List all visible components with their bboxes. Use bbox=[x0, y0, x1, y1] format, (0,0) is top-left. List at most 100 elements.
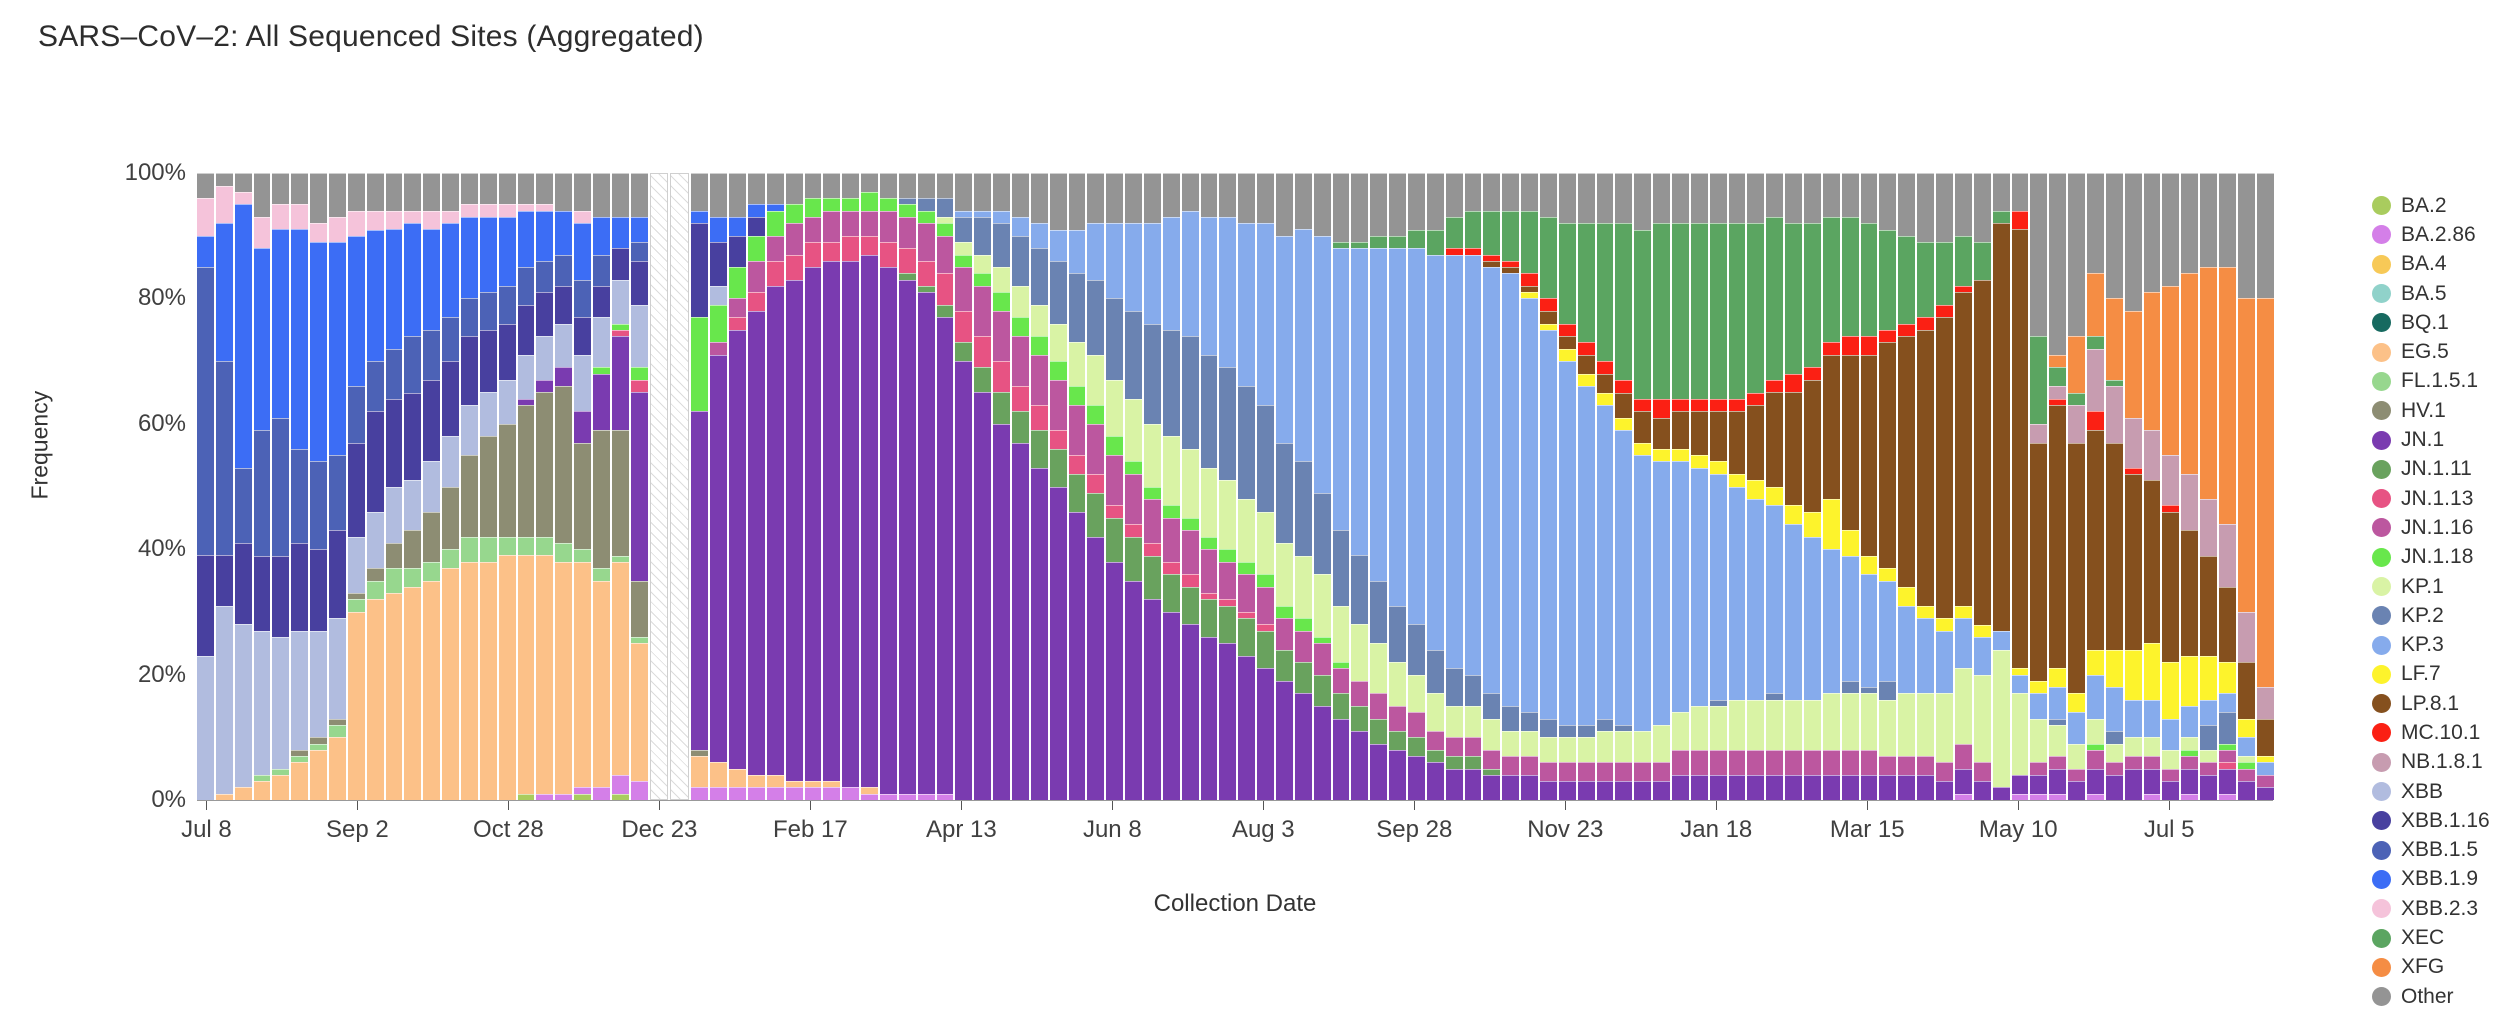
bar-segment[interactable] bbox=[479, 329, 497, 393]
bar-segment[interactable] bbox=[1672, 411, 1689, 449]
bar-segment[interactable] bbox=[1747, 699, 1765, 750]
bar-segment[interactable] bbox=[804, 173, 822, 199]
stacked-bar[interactable] bbox=[1709, 173, 1727, 800]
bar-segment[interactable] bbox=[329, 530, 346, 619]
bar-segment[interactable] bbox=[1370, 718, 1388, 744]
bar-segment[interactable] bbox=[936, 223, 954, 236]
bar-segment[interactable] bbox=[2105, 386, 2123, 443]
bar-segment[interactable] bbox=[1917, 317, 1935, 330]
bar-segment[interactable] bbox=[1125, 311, 1142, 399]
stacked-bar[interactable] bbox=[955, 173, 973, 800]
bar-segment[interactable] bbox=[1125, 461, 1142, 474]
stacked-bar[interactable] bbox=[1785, 173, 1803, 800]
bar-segment[interactable] bbox=[1181, 517, 1199, 531]
bar-segment[interactable] bbox=[1389, 749, 1406, 800]
stacked-bar[interactable] bbox=[423, 173, 441, 800]
bar-segment[interactable] bbox=[955, 267, 973, 311]
bar-segment[interactable] bbox=[842, 235, 860, 261]
bar-segment[interactable] bbox=[1332, 662, 1350, 669]
bar-segment[interactable] bbox=[2181, 474, 2199, 531]
bar-segment[interactable] bbox=[766, 204, 784, 211]
bar-segment[interactable] bbox=[1521, 774, 1539, 800]
bar-segment[interactable] bbox=[898, 204, 916, 217]
bar-segment[interactable] bbox=[2011, 693, 2029, 775]
bar-segment[interactable] bbox=[1351, 173, 1369, 242]
bar-segment[interactable] bbox=[1879, 680, 1897, 700]
bar-segment[interactable] bbox=[2068, 693, 2085, 713]
bar-segment[interactable] bbox=[197, 235, 214, 268]
bar-segment[interactable] bbox=[555, 210, 573, 255]
bar-segment[interactable] bbox=[1200, 599, 1218, 637]
stacked-bar[interactable] bbox=[234, 173, 252, 800]
bar-segment[interactable] bbox=[1558, 724, 1576, 738]
bar-segment[interactable] bbox=[710, 216, 728, 243]
bar-segment[interactable] bbox=[611, 323, 629, 330]
bar-segment[interactable] bbox=[691, 756, 709, 788]
bar-segment[interactable] bbox=[2086, 348, 2104, 412]
bar-segment[interactable] bbox=[1973, 781, 1991, 800]
bar-segment[interactable] bbox=[1709, 473, 1727, 700]
bar-segment[interactable] bbox=[215, 555, 233, 606]
bar-segment[interactable] bbox=[253, 173, 271, 217]
bar-segment[interactable] bbox=[1257, 574, 1274, 587]
bar-segment[interactable] bbox=[1030, 336, 1048, 355]
bar-segment[interactable] bbox=[385, 486, 403, 543]
bar-segment[interactable] bbox=[1728, 173, 1746, 224]
bar-segment[interactable] bbox=[517, 536, 535, 556]
bar-segment[interactable] bbox=[291, 542, 309, 631]
bar-segment[interactable] bbox=[1841, 173, 1859, 217]
bar-segment[interactable] bbox=[691, 317, 709, 412]
stacked-bar[interactable] bbox=[1294, 173, 1312, 800]
bar-segment[interactable] bbox=[1181, 210, 1199, 337]
bar-segment[interactable] bbox=[955, 310, 973, 343]
bar-segment[interactable] bbox=[1502, 260, 1520, 268]
legend-item-BQ.1[interactable]: BQ.1 bbox=[2372, 308, 2490, 337]
bar-segment[interactable] bbox=[310, 173, 328, 224]
stacked-bar[interactable] bbox=[2049, 173, 2067, 800]
bar-segment[interactable] bbox=[1728, 473, 1746, 487]
bar-segment[interactable] bbox=[898, 173, 916, 199]
stacked-bar[interactable] bbox=[1766, 173, 1784, 800]
bar-segment[interactable] bbox=[1615, 731, 1633, 763]
bar-segment[interactable] bbox=[1030, 467, 1048, 800]
bar-segment[interactable] bbox=[1011, 235, 1029, 286]
bar-segment[interactable] bbox=[2105, 649, 2123, 688]
stacked-bar[interactable] bbox=[479, 173, 497, 800]
stacked-bar[interactable] bbox=[1577, 173, 1595, 800]
bar-segment[interactable] bbox=[536, 210, 554, 261]
bar-segment[interactable] bbox=[1898, 235, 1916, 324]
bar-segment[interactable] bbox=[1332, 605, 1350, 663]
bar-segment[interactable] bbox=[1822, 354, 1840, 500]
bar-segment[interactable] bbox=[2049, 724, 2067, 757]
stacked-bar[interactable] bbox=[691, 173, 709, 800]
bar-segment[interactable] bbox=[1936, 242, 1953, 305]
bar-segment[interactable] bbox=[385, 348, 403, 399]
bar-segment[interactable] bbox=[2237, 611, 2255, 663]
bar-segment[interactable] bbox=[1747, 774, 1765, 800]
stacked-bar[interactable] bbox=[898, 173, 916, 800]
bar-segment[interactable] bbox=[1804, 367, 1821, 380]
bar-segment[interactable] bbox=[1521, 731, 1539, 757]
bar-segment[interactable] bbox=[2162, 768, 2180, 782]
bar-segment[interactable] bbox=[1558, 173, 1576, 224]
bar-segment[interactable] bbox=[1521, 173, 1539, 211]
bar-segment[interactable] bbox=[823, 198, 841, 211]
bar-segment[interactable] bbox=[1747, 749, 1765, 775]
bar-segment[interactable] bbox=[442, 568, 460, 800]
bar-segment[interactable] bbox=[1822, 693, 1840, 750]
bar-segment[interactable] bbox=[593, 173, 610, 217]
bar-segment[interactable] bbox=[2218, 267, 2236, 525]
bar-segment[interactable] bbox=[1709, 699, 1727, 706]
bar-segment[interactable] bbox=[1294, 630, 1312, 663]
bar-segment[interactable] bbox=[1785, 524, 1803, 700]
stacked-bar[interactable] bbox=[1219, 173, 1237, 800]
stacked-bar[interactable] bbox=[1804, 173, 1821, 800]
bar-segment[interactable] bbox=[804, 787, 822, 800]
bar-segment[interactable] bbox=[630, 580, 648, 637]
bar-segment[interactable] bbox=[1653, 223, 1671, 399]
bar-segment[interactable] bbox=[1426, 693, 1444, 732]
bar-segment[interactable] bbox=[823, 242, 841, 261]
bar-segment[interactable] bbox=[1238, 618, 1256, 656]
stacked-bar[interactable] bbox=[1973, 173, 1991, 800]
bar-segment[interactable] bbox=[1973, 173, 1991, 243]
